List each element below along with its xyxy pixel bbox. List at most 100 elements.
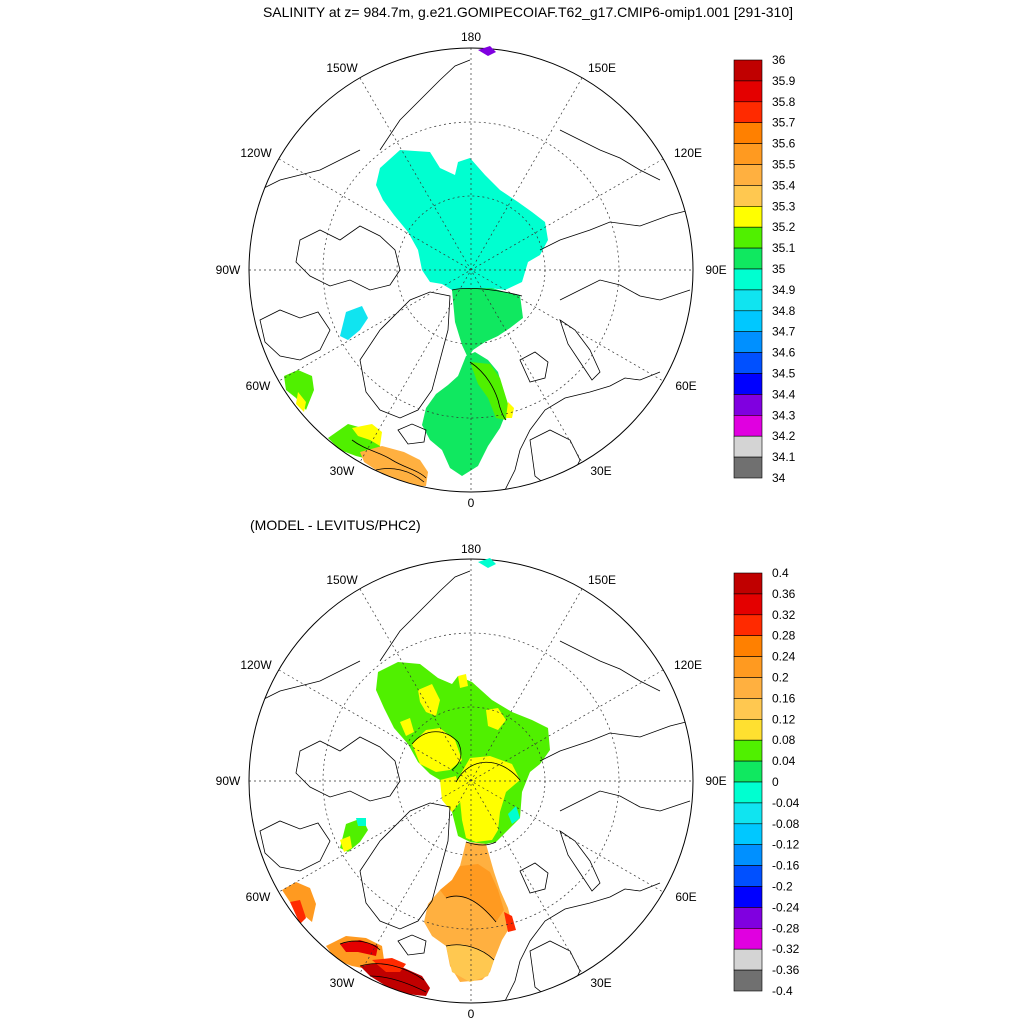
bottom-arctic-yellow-2	[418, 684, 440, 716]
bottom-colorbar-label: 0.28	[772, 629, 796, 643]
top-iceland-faroe-orange	[360, 446, 428, 486]
bottom-colorbar-swatch	[733, 907, 763, 929]
top-lon-60w: 60W	[246, 379, 271, 393]
bottom-archipelago	[295, 736, 401, 802]
bottom-lon-150e: 150E	[588, 573, 616, 587]
bottom-colorbar-swatch	[733, 886, 763, 908]
bottom-lon-180: 180	[461, 542, 481, 556]
bottom-lon-60e: 60E	[675, 890, 696, 904]
bottom-graticule	[249, 559, 693, 1003]
top-contour-353	[351, 439, 427, 479]
top-colorbar-label: 34.7	[772, 325, 796, 339]
top-hudson	[259, 309, 331, 361]
top-lon-90e: 90E	[705, 263, 726, 277]
top-colorbar-swatch	[733, 122, 763, 144]
top-norwegian-east-field	[470, 362, 508, 420]
bottom-novaya	[559, 830, 601, 892]
bottom-colorbar-swatch	[733, 572, 763, 595]
top-colorbar-label: 35.5	[772, 158, 796, 172]
bottom-colorbar-label: 0.2	[772, 671, 789, 685]
bottom-scandinavia	[529, 940, 581, 1000]
bottom-contours	[339, 731, 521, 993]
top-colorbar-label: 34.1	[772, 450, 796, 464]
bottom-colorbar-swatch	[733, 948, 763, 971]
top-coastlines	[259, 59, 691, 491]
top-colorbar-label: 35	[772, 262, 786, 276]
bottom-colorbar-swatch	[733, 760, 763, 783]
top-colorbar-label: 36	[772, 53, 786, 67]
top-lon-150e: 150E	[588, 61, 616, 75]
top-colorbar-swatch	[733, 394, 763, 416]
top-colorbar-swatch	[733, 185, 763, 207]
bottom-contour-1	[411, 731, 462, 771]
bottom-colorbar-label: 0.24	[772, 650, 796, 664]
bottom-iceland-darkred	[360, 962, 430, 996]
bottom-iceland	[397, 934, 427, 956]
top-iceland	[397, 423, 427, 445]
top-scandinavia	[529, 429, 581, 489]
bottom-colorbar-label: -0.2	[772, 880, 793, 894]
bottom-bering-spot	[478, 558, 496, 568]
top-lon-120w: 120W	[240, 146, 272, 160]
top-colorbar-swatch	[733, 59, 763, 82]
bottom-meridian-120e-60w	[278, 669, 664, 893]
bottom-colorbar-swatch	[733, 677, 763, 699]
top-meridian-120e-60w	[278, 158, 664, 382]
top-coast-siberia	[539, 209, 691, 251]
top-colorbar-label: 34.2	[772, 429, 796, 443]
top-greenland	[359, 291, 451, 419]
bottom-arctic-yellow-7	[458, 674, 468, 688]
top-contour-351	[469, 361, 507, 421]
top-colorbar-label: 35.1	[772, 241, 796, 255]
top-colorbar: 36 35.9 35.8 35.7 35.6 35.5 35.4 35.3 35.2 35.1 35…	[733, 53, 796, 485]
top-colorbar-label: 34.3	[772, 408, 796, 422]
bottom-colorbar-swatch	[733, 656, 763, 678]
top-colorbar-label: 34.8	[772, 304, 796, 318]
bottom-contour-8	[369, 975, 427, 993]
bottom-lon-0: 0	[468, 1007, 475, 1021]
bottom-colorbar-label: 0.08	[772, 733, 796, 747]
bottom-coastlines	[259, 570, 691, 1002]
bottom-colorbar-label: -0.32	[772, 942, 800, 956]
bottom-arctic-cyan	[508, 806, 520, 824]
top-colorbar-swatch	[733, 143, 763, 165]
top-colorbar-swatch	[733, 206, 763, 228]
bottom-lon-30w: 30W	[330, 976, 355, 990]
top-colorbar-swatch	[733, 352, 763, 374]
top-colorbar-label: 34	[772, 471, 786, 485]
top-lon-90w: 90W	[216, 263, 241, 277]
top-lon-0: 0	[468, 496, 475, 510]
top-graticule	[249, 48, 693, 492]
bottom-hudson	[259, 820, 331, 872]
top-colorbar-label: 35.4	[772, 178, 796, 192]
top-colorbar-swatch	[733, 226, 763, 249]
top-archipelago	[295, 225, 401, 291]
top-colorbar-label: 35.3	[772, 199, 796, 213]
bottom-arctic-yellow-6	[400, 718, 414, 736]
top-novaya	[559, 319, 601, 381]
top-irminger-yellow	[352, 424, 382, 446]
bottom-coast-siberia-east	[559, 790, 691, 812]
bottom-colorbar-label: -0.24	[772, 900, 800, 914]
top-colorbar-label: 34.9	[772, 283, 796, 297]
bottom-subtitle: (MODEL - LEVITUS/PHC2)	[250, 517, 421, 533]
bottom-arctic-yellow-1	[412, 728, 462, 772]
top-colorbar-label: 34.4	[772, 387, 796, 401]
bottom-colorbar-swatch	[733, 802, 763, 825]
bottom-colorbar-swatch	[733, 718, 763, 741]
bottom-colorbar-label: 0.4	[772, 566, 789, 580]
bottom-colorbar-label: 0.12	[772, 712, 796, 726]
top-colorbar-label: 35.8	[772, 95, 796, 109]
bottom-coast-canada	[259, 660, 361, 702]
top-colorbar-label: 35.9	[772, 74, 796, 88]
bottom-colorbar-label: -0.04	[772, 796, 800, 810]
bottom-nordic-orange-dark	[440, 864, 504, 922]
bottom-colorbar-label: 0.36	[772, 587, 796, 601]
top-colorbar-swatch	[733, 164, 763, 186]
bottom-data-field	[282, 662, 550, 996]
top-colorbar-label: 34.6	[772, 346, 796, 360]
bottom-colorbar-swatch	[733, 739, 763, 762]
top-arctic-basin-field	[376, 150, 548, 290]
top-svalbard	[519, 351, 549, 383]
